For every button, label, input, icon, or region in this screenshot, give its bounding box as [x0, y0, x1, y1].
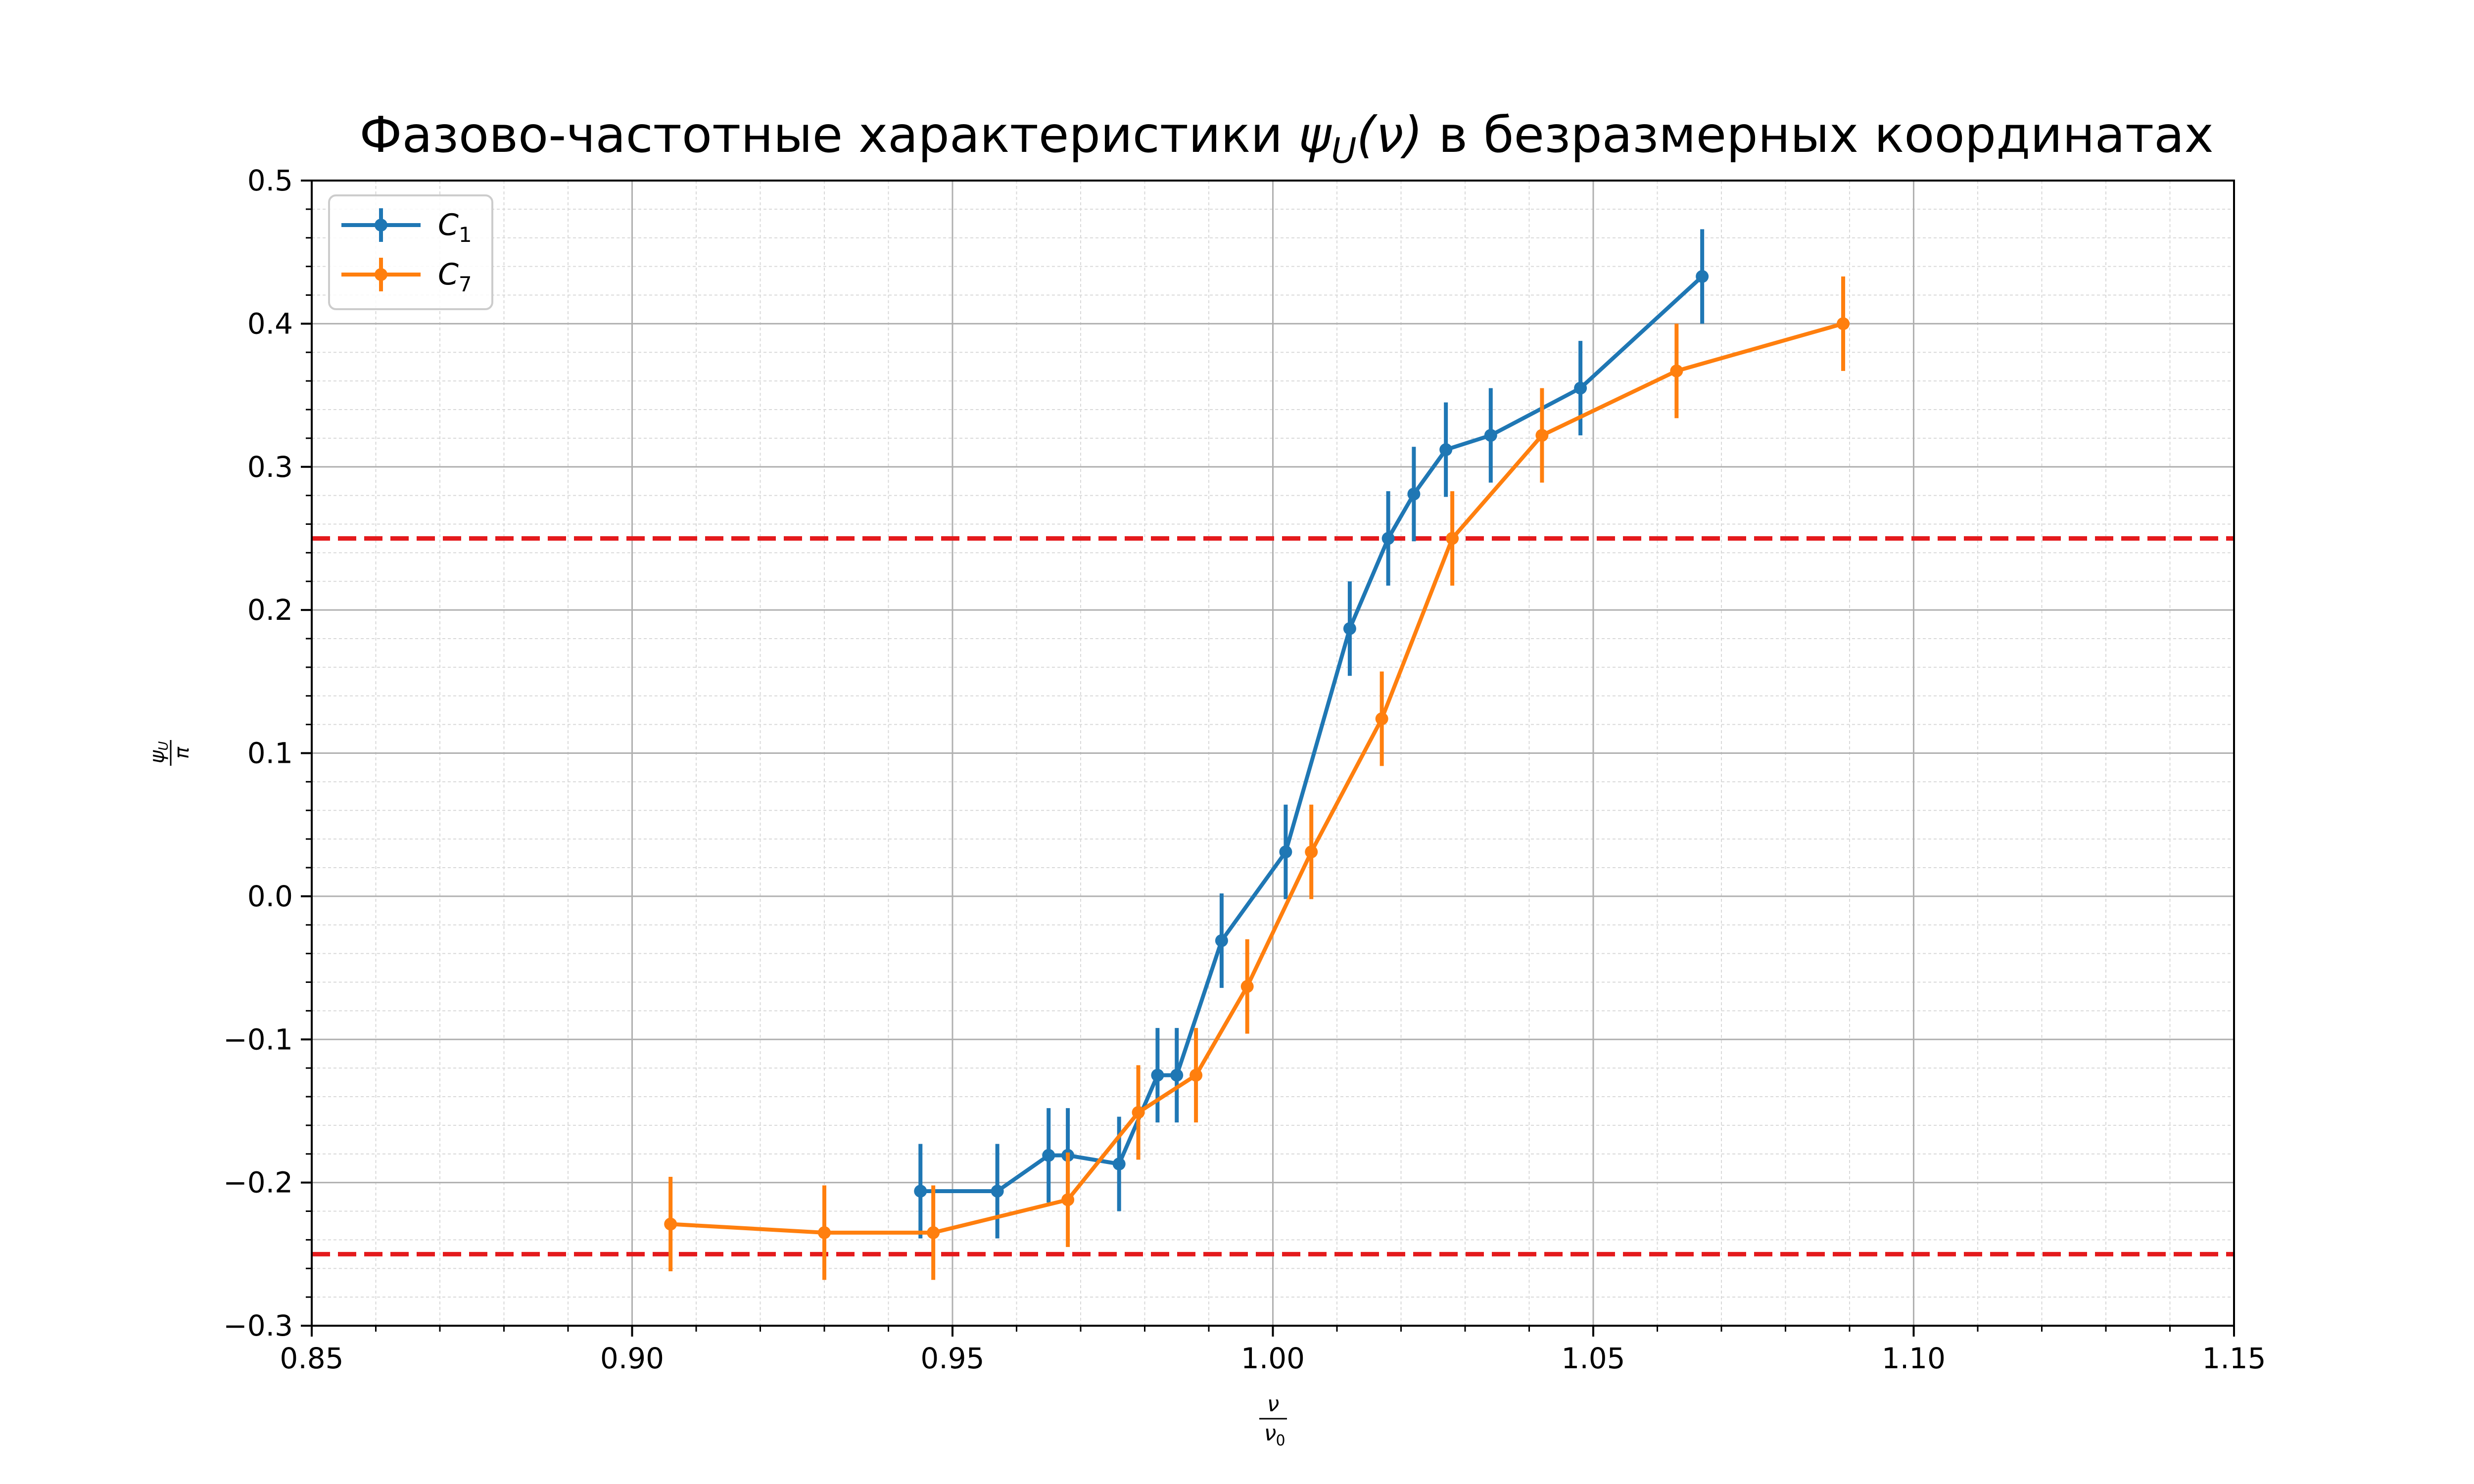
legend-label: C7 — [438, 257, 472, 296]
legend-label-letter: C — [438, 257, 459, 292]
y-tick-label: 0.1 — [247, 737, 293, 770]
data-point — [1837, 317, 1850, 330]
y-tick-label: 0.4 — [247, 307, 293, 340]
data-point — [1151, 1068, 1164, 1082]
y-tick-label: 0.3 — [247, 450, 293, 484]
data-point — [1484, 429, 1497, 442]
x-axis-label: ν ν 0 — [1259, 1391, 1287, 1449]
y-tick-label: 0.0 — [247, 880, 293, 913]
data-point — [1112, 1158, 1126, 1171]
data-point — [1574, 381, 1587, 395]
x-tick-label: 1.05 — [1561, 1342, 1625, 1375]
series-line — [920, 275, 1704, 1193]
axis-ticks — [301, 180, 2235, 1337]
x-axis-label-denominator: ν — [1264, 1421, 1277, 1446]
y-tick-label: −0.3 — [223, 1309, 293, 1343]
data-point — [1670, 364, 1683, 377]
data-point — [1439, 443, 1453, 457]
y-tick-label: −0.1 — [223, 1022, 293, 1056]
x-tick-label: 0.90 — [600, 1342, 664, 1375]
data-point — [664, 1217, 677, 1231]
y-tick-label: 0.2 — [247, 593, 293, 627]
legend-label-letter: C — [438, 208, 459, 242]
chart-title: Фазово-частотные характеристики ψU(ν) в … — [359, 106, 2213, 171]
reference-lines — [312, 536, 2234, 1256]
data-point — [1240, 980, 1254, 993]
data-point — [1343, 622, 1356, 635]
data-point — [1170, 1068, 1184, 1082]
data-point — [818, 1226, 831, 1239]
x-tick-label: 1.10 — [1882, 1342, 1946, 1375]
legend-label: C1 — [438, 208, 472, 247]
y-tick-labels: −0.3 −0.2 −0.1 0.0 0.1 0.2 0.3 0.4 0.5 — [223, 164, 293, 1343]
x-tick-label: 0.95 — [920, 1342, 984, 1375]
data-point — [1305, 845, 1318, 859]
data-point — [1061, 1193, 1075, 1206]
y-axis-label-numerator-subscript: U — [156, 741, 171, 750]
x-tick-labels: 0.85 0.90 0.95 1.00 1.05 1.10 1.15 — [280, 1342, 2266, 1375]
x-tick-label: 1.15 — [2202, 1342, 2266, 1375]
y-axis-label: ψ U π — [146, 740, 193, 766]
series-1 — [664, 276, 1850, 1280]
data-point — [1535, 429, 1549, 442]
y-axis-label-numerator: ψ — [146, 749, 169, 763]
data-point — [1189, 1068, 1203, 1082]
data-point — [1279, 845, 1292, 859]
data-point — [1215, 934, 1228, 947]
x-tick-label: 1.00 — [1241, 1342, 1305, 1375]
data-point — [1381, 532, 1395, 545]
data-point — [991, 1184, 1004, 1198]
data-point — [927, 1226, 940, 1239]
data-point — [1696, 270, 1709, 283]
legend-marker — [375, 268, 387, 281]
data-point — [1407, 487, 1421, 501]
legend-marker — [375, 219, 387, 232]
y-tick-label: −0.2 — [223, 1166, 293, 1200]
y-tick-label: 0.5 — [247, 164, 293, 197]
data-point — [914, 1184, 927, 1198]
y-axis-label-denominator: π — [171, 746, 193, 759]
x-tick-label: 0.85 — [280, 1342, 343, 1375]
data-series — [664, 229, 1850, 1280]
x-axis-label-denominator-subscript: 0 — [1276, 1432, 1285, 1449]
series-0 — [914, 229, 1709, 1239]
x-axis-label-numerator: ν — [1267, 1391, 1280, 1417]
data-point — [1375, 712, 1388, 726]
data-point — [1042, 1149, 1055, 1162]
data-point — [1446, 532, 1459, 545]
data-point — [1132, 1106, 1145, 1119]
legend-label-subscript: 7 — [459, 272, 472, 296]
legend-label-subscript: 1 — [459, 223, 472, 247]
